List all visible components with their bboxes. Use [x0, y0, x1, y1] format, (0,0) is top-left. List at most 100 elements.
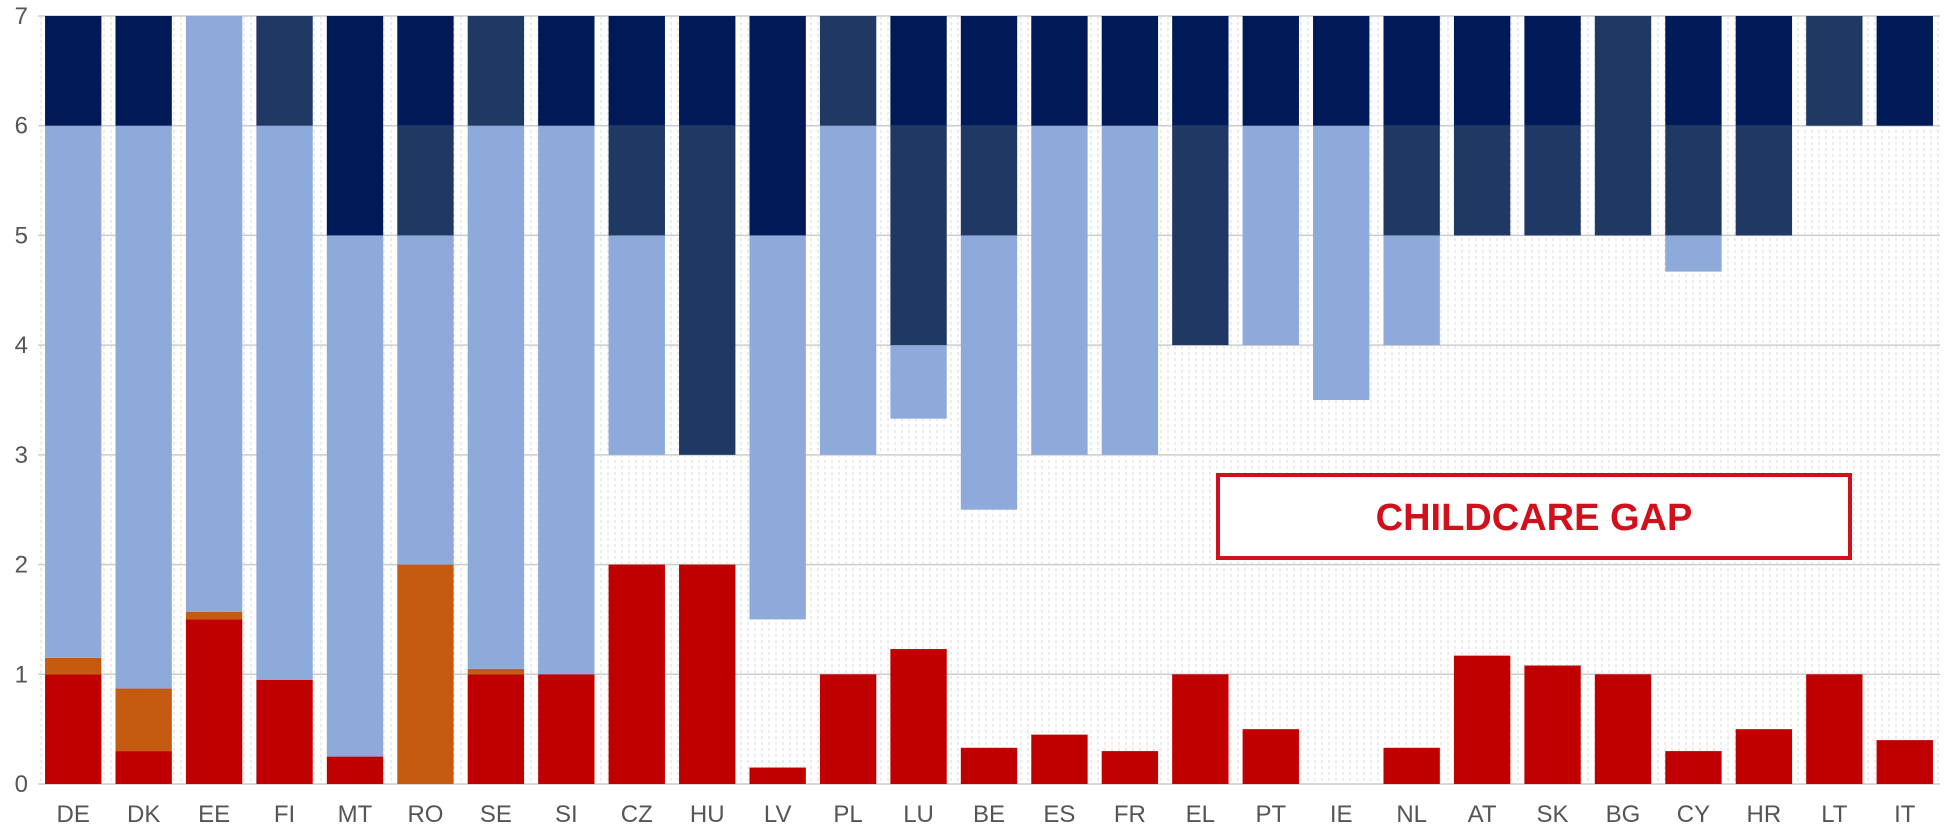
x-tick-label-si: SI: [555, 801, 578, 828]
bar-segment-nl-mid: [1383, 125, 1440, 236]
x-tick-label-ie: IE: [1330, 801, 1353, 828]
childcare-gap-label: CHILDCARE GAP: [1376, 497, 1693, 539]
x-tick-label-fi: FI: [274, 801, 295, 828]
bar-segment-ro-light: [397, 235, 454, 565]
bar-segment-be-mid: [960, 125, 1018, 236]
x-tick-label-at: AT: [1468, 801, 1497, 828]
bar-segment-mt-red: [326, 756, 384, 784]
bar-segment-pt-red: [1242, 729, 1299, 784]
bar-segment-nl-dark: [1383, 16, 1440, 126]
bar-segment-bg-red: [1594, 674, 1652, 784]
bar-segment-cz-light: [608, 235, 665, 455]
bar-segment-fr-red: [1101, 751, 1159, 784]
x-tick-label-hr: HR: [1747, 801, 1782, 828]
bar-segment-ro-dark: [397, 16, 454, 126]
bar-segment-bg-mid: [1594, 16, 1652, 236]
bar-segment-se-light: [467, 125, 525, 669]
bar-segment-cy-light: [1665, 235, 1722, 272]
bar-segment-cz-red: [608, 564, 665, 784]
bar-segment-fi-light: [256, 125, 313, 680]
bar-segment-lu-mid: [890, 125, 947, 346]
x-axis: DE DK EE FI MT RO SE SI CZ HU LV PL LU BE ES FR EL PT IE NL…: [57, 801, 1916, 828]
bar-segment-be-light: [960, 235, 1018, 510]
bar-segment-pt-light: [1242, 125, 1299, 346]
bar-segment-cy-red: [1665, 751, 1722, 784]
x-tick-label-be: BE: [973, 801, 1005, 828]
x-tick-label-dk: DK: [127, 801, 160, 828]
bars-layer: [45, 16, 1933, 784]
x-tick-label-pt: PT: [1255, 801, 1286, 828]
bar-segment-lv-light: [749, 235, 806, 620]
x-tick-label-hu: HU: [690, 801, 725, 828]
bar-segment-hr-red: [1735, 729, 1793, 784]
y-tick-label: 4: [15, 332, 28, 359]
bar-segment-si-dark: [538, 16, 595, 126]
bar-segment-cz-mid: [608, 125, 665, 236]
bar-segment-se-mid: [467, 16, 525, 126]
childcare-gap-annotation: CHILDCARE GAP: [1216, 473, 1852, 560]
x-tick-label-es: ES: [1043, 801, 1075, 828]
bar-segment-hu-red: [679, 564, 736, 784]
bar-segment-fr-light: [1101, 125, 1159, 455]
bar-segment-pl-light: [819, 125, 877, 455]
bar-segment-el-red: [1172, 674, 1229, 784]
bar-segment-be-red: [960, 747, 1018, 784]
x-tick-label-cz: CZ: [621, 801, 653, 828]
y-tick-label: 1: [15, 661, 28, 688]
bar-segment-sk-dark: [1524, 16, 1581, 126]
bar-segment-de-orange: [45, 657, 102, 675]
bar-segment-ee-light: [185, 16, 243, 612]
bar-segment-fi-mid: [256, 16, 313, 126]
bar-segment-pl-red: [819, 674, 877, 784]
bar-segment-it-red: [1876, 740, 1933, 784]
x-tick-label-mt: MT: [338, 801, 373, 828]
bar-segment-de-red: [45, 674, 102, 784]
bar-segment-el-mid: [1172, 125, 1229, 346]
x-tick-label-se: SE: [480, 801, 512, 828]
bar-segment-dk-orange: [115, 688, 172, 752]
x-tick-label-lt: LT: [1821, 801, 1848, 828]
bar-segment-ee-orange: [185, 611, 243, 620]
bar-segment-ie-dark: [1313, 16, 1370, 126]
bar-segment-cy-dark: [1665, 16, 1722, 126]
bar-segment-dk-red: [115, 751, 172, 784]
bar-segment-hu-dark: [679, 16, 736, 126]
bar-segment-si-red: [538, 674, 595, 784]
bar-segment-cy-mid: [1665, 125, 1722, 236]
bar-segment-fr-dark: [1101, 16, 1159, 126]
bar-segment-ro-mid: [397, 125, 454, 236]
x-tick-label-bg: BG: [1606, 801, 1641, 828]
bar-segment-mt-dark: [326, 16, 384, 236]
bar-segment-pl-mid: [819, 16, 877, 126]
bar-segment-lu-light: [890, 345, 947, 419]
bar-segment-sk-red: [1524, 665, 1581, 784]
x-tick-label-el: EL: [1186, 801, 1215, 828]
x-tick-label-fr: FR: [1114, 801, 1146, 828]
bar-segment-hr-mid: [1735, 125, 1793, 236]
bar-segment-dk-light: [115, 125, 172, 689]
bar-segment-ie-light: [1313, 125, 1370, 400]
y-tick-label: 6: [15, 113, 28, 140]
x-tick-label-sk: SK: [1537, 801, 1569, 828]
bar-segment-cz-dark: [608, 16, 665, 126]
x-tick-label-lu: LU: [903, 801, 934, 828]
bar-segment-at-red: [1453, 655, 1511, 784]
x-tick-label-nl: NL: [1396, 801, 1427, 828]
x-tick-label-it: IT: [1894, 801, 1916, 828]
bar-segment-ee-red: [185, 619, 243, 784]
x-tick-label-ee: EE: [198, 801, 230, 828]
y-tick-label: 7: [15, 3, 28, 30]
bar-segment-si-light: [538, 125, 595, 675]
bar-segment-dk-dark: [115, 16, 172, 126]
bar-segment-es-dark: [1031, 16, 1088, 126]
bar-segment-lt-red: [1806, 674, 1863, 784]
bar-segment-mt-light: [326, 235, 384, 757]
bar-segment-es-light: [1031, 125, 1088, 455]
x-tick-label-lv: LV: [764, 801, 792, 828]
bar-segment-it-dark: [1876, 16, 1933, 126]
y-tick-label: 3: [15, 442, 28, 469]
bar-segment-de-dark: [45, 16, 102, 126]
bar-segment-lu-dark: [890, 16, 947, 126]
y-tick-label: 2: [15, 552, 28, 579]
